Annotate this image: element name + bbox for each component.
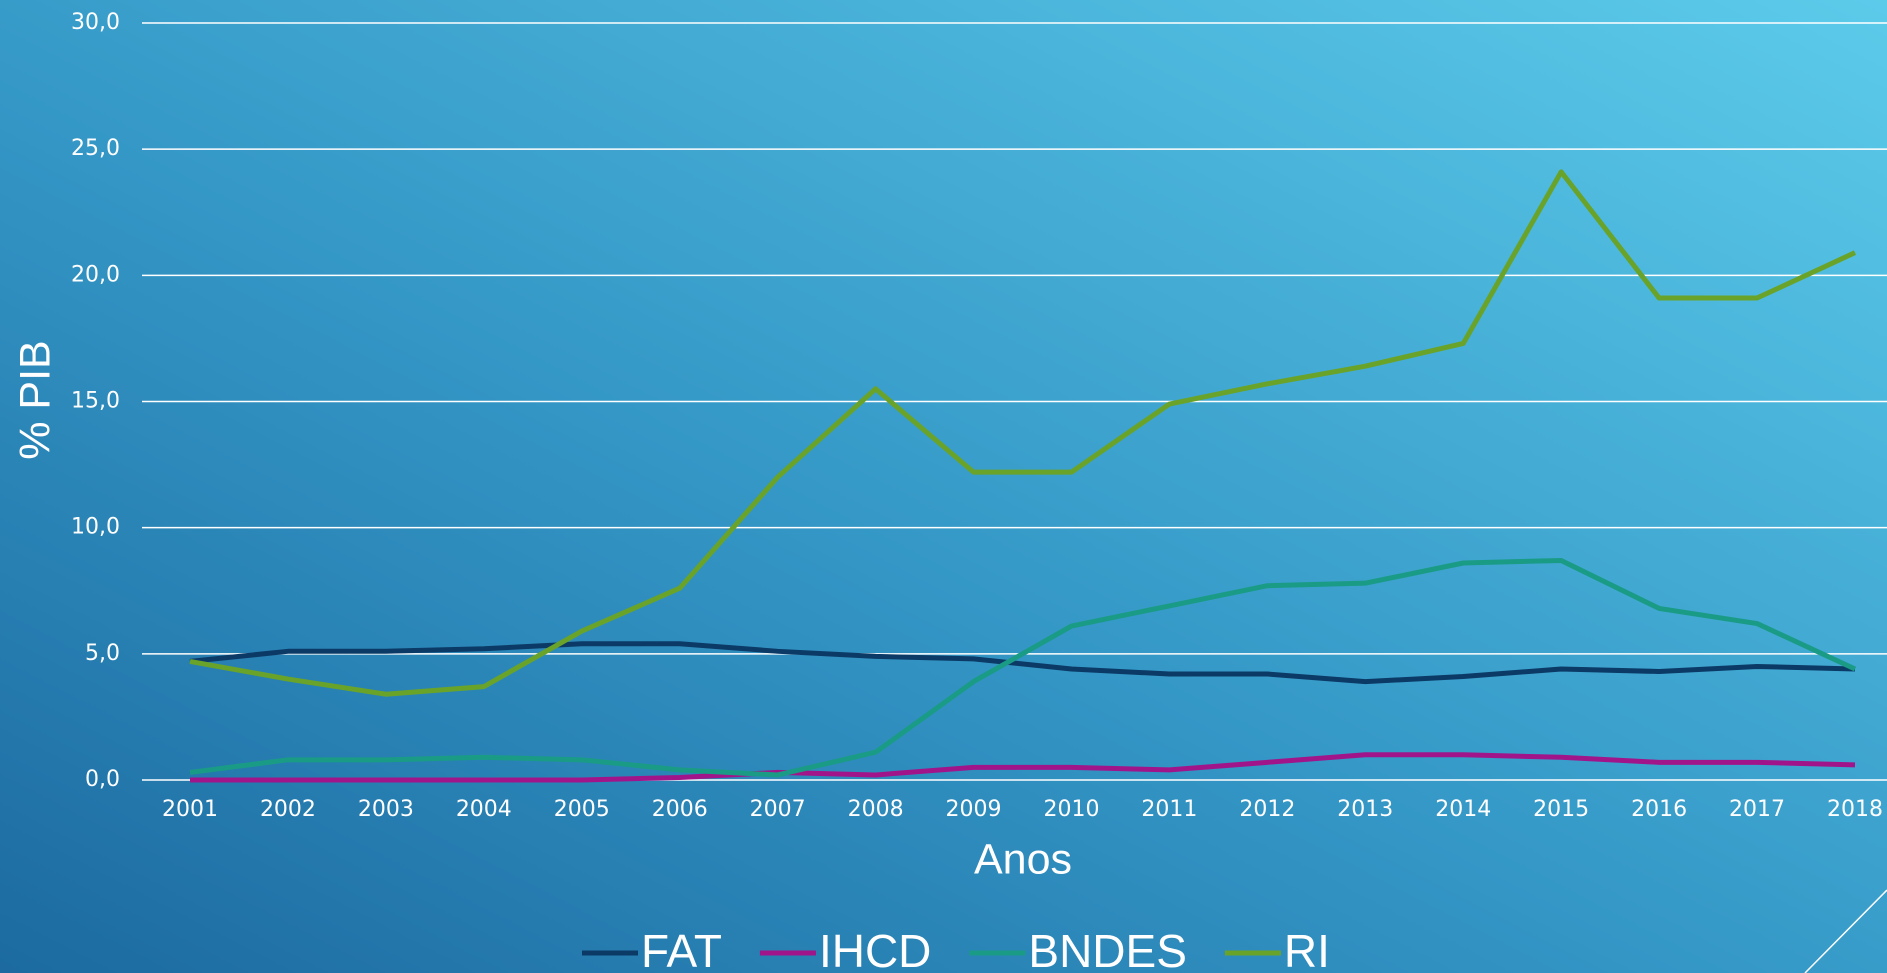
legend-label: FAT — [641, 925, 722, 973]
y-tick-label: 0,0 — [85, 767, 120, 792]
legend-label: RI — [1284, 925, 1330, 973]
series-line — [189, 641, 1856, 685]
x-tick-label: 2003 — [358, 797, 414, 822]
corner-decoration — [1804, 889, 1887, 973]
x-tick-label: 2006 — [652, 797, 708, 822]
y-tick-label: 25,0 — [71, 136, 120, 161]
y-tick-label: 10,0 — [71, 515, 120, 540]
y-axis-title: % PIB — [11, 340, 59, 460]
x-tick-label: 2010 — [1043, 797, 1099, 822]
series-line — [189, 169, 1857, 697]
legend-label: IHCD — [819, 925, 931, 973]
x-tick-label: 2018 — [1827, 797, 1883, 822]
y-tick-label: 30,0 — [71, 10, 120, 35]
x-tick-label: 2011 — [1141, 797, 1197, 822]
x-tick-label: 2008 — [848, 797, 904, 822]
x-tick-label: 2002 — [260, 797, 316, 822]
y-tick-label: 5,0 — [85, 641, 120, 666]
y-tick-label: 20,0 — [71, 262, 120, 287]
x-tick-label: 2009 — [946, 797, 1002, 822]
x-tick-label: 2001 — [162, 797, 218, 822]
x-tick-label: 2012 — [1239, 797, 1295, 822]
x-tick-label: 2017 — [1729, 797, 1785, 822]
series-line — [189, 557, 1857, 778]
x-tick-label: 2007 — [750, 797, 806, 822]
x-axis-title: Anos — [974, 835, 1072, 883]
series-line — [190, 752, 1856, 783]
legend-label: BNDES — [1028, 925, 1186, 973]
y-tick-label: 15,0 — [71, 389, 120, 414]
x-tick-label: 2013 — [1337, 797, 1393, 822]
x-tick-label: 2015 — [1533, 797, 1589, 822]
x-tick-label: 2014 — [1435, 797, 1491, 822]
x-tick-label: 2005 — [554, 797, 610, 822]
x-tick-label: 2004 — [456, 797, 512, 822]
x-tick-label: 2016 — [1631, 797, 1687, 822]
